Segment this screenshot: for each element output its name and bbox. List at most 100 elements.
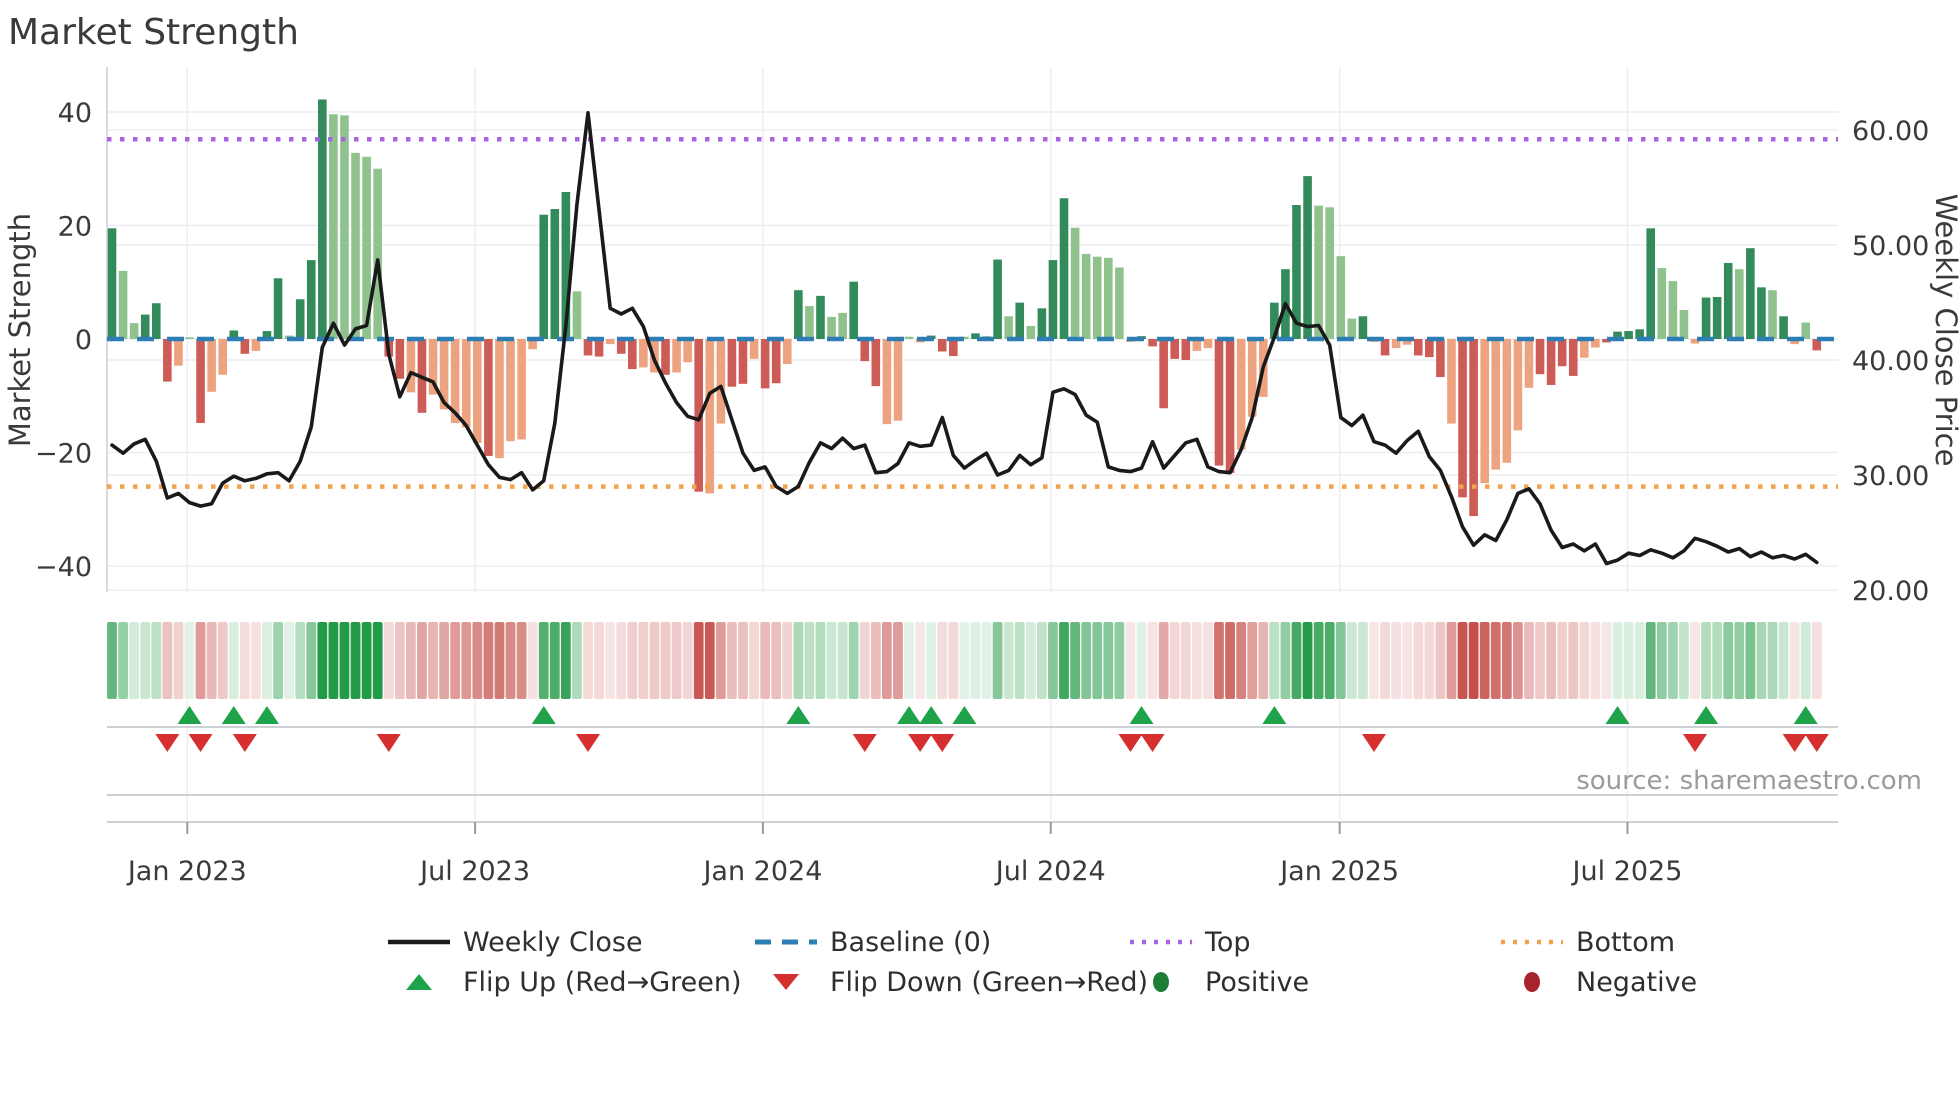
heatmap-cell [1734, 622, 1745, 699]
strength-bar [993, 259, 1002, 339]
strength-bar [273, 278, 283, 339]
heatmap-cell [107, 622, 117, 699]
heatmap-cell [1568, 622, 1579, 699]
strength-bar [1203, 339, 1213, 349]
strength-bar [1380, 339, 1390, 356]
heatmap-cell [1435, 622, 1446, 699]
heatmap-cell [1446, 622, 1457, 699]
heatmap-cell [1280, 622, 1291, 699]
strength-bar [616, 339, 626, 354]
strength-bar [1347, 318, 1357, 339]
heatmap-cell [1468, 622, 1479, 699]
heatmap-cell [1346, 622, 1357, 699]
strength-bar [1557, 339, 1567, 367]
heatmap-cell [1634, 622, 1645, 699]
strength-bar [140, 314, 150, 339]
strength-bar [1568, 339, 1578, 376]
strength-bar [1236, 339, 1246, 450]
heatmap-cell [826, 622, 837, 699]
right-axis-tick: 40.00 [1852, 346, 1929, 377]
strength-bar [340, 115, 349, 339]
strength-bar [1657, 268, 1667, 339]
strength-bar [1734, 269, 1744, 339]
heatmap-cell [1070, 622, 1080, 699]
heatmap-cell [1125, 622, 1136, 699]
heatmap-cell [361, 622, 372, 699]
heatmap-cell [1723, 622, 1734, 699]
heatmap-cell [339, 622, 350, 699]
strength-bar [1668, 281, 1678, 339]
flip-down-marker [576, 734, 601, 752]
strength-bar [1502, 339, 1512, 463]
strength-bar [760, 339, 770, 389]
heatmap-cell [206, 622, 217, 699]
strength-bar [1436, 339, 1445, 378]
strength-bar [1336, 256, 1346, 339]
flip-up-marker [1694, 706, 1719, 724]
strength-bar [1701, 297, 1711, 339]
heatmap-cell [350, 622, 361, 699]
flip-up-marker [177, 706, 202, 724]
x-axis-tick: Jul 2024 [994, 856, 1106, 887]
heatmap-cell [450, 622, 461, 699]
heatmap-cell [527, 622, 538, 699]
strength-bar [1768, 290, 1777, 339]
heatmap-cell [627, 622, 638, 699]
heatmap-cell [1811, 622, 1822, 699]
strength-bar [151, 303, 161, 339]
heatmap-cell [439, 622, 449, 699]
strength-bar [771, 339, 781, 384]
heatmap-cell [472, 622, 483, 699]
left-axis-tick: 20 [58, 211, 92, 242]
heatmap-cell [538, 622, 549, 699]
heatmap-cell [1092, 622, 1103, 699]
heatmap-cell [1247, 622, 1258, 699]
strength-bar [1059, 198, 1069, 339]
heatmap-cell [483, 622, 494, 699]
strength-bar [517, 339, 526, 440]
strength-bar [351, 152, 360, 339]
flip-down-marker [1683, 734, 1708, 752]
strength-bar [1159, 339, 1168, 409]
x-axis-tick: Jul 2025 [1571, 856, 1683, 887]
heatmap-cell [284, 622, 295, 699]
heatmap-cell [1291, 622, 1302, 699]
heatmap-cell [118, 622, 128, 699]
flip-down-marker [852, 734, 877, 752]
heatmap-cell [1147, 622, 1158, 699]
heatmap-cell [1369, 622, 1379, 699]
heatmap-cell [1302, 622, 1313, 699]
flip-down-marker [155, 734, 180, 752]
right-axis-tick: 60.00 [1852, 116, 1929, 147]
strength-bar [1170, 339, 1180, 359]
heatmap-cell [1169, 622, 1180, 699]
heatmap-cell [1402, 622, 1413, 699]
heatmap-cell [1269, 622, 1280, 699]
strength-bar [816, 295, 825, 339]
heatmap-cell [1590, 622, 1601, 699]
heatmap-cell [992, 622, 1003, 699]
heatmap-cell [1380, 622, 1390, 699]
strength-bar [705, 339, 715, 494]
strength-bar [949, 339, 958, 357]
heatmap-cell [1036, 622, 1047, 699]
heatmap-cell [1191, 622, 1202, 699]
strength-bar [827, 316, 836, 339]
strength-bar [1004, 316, 1013, 339]
heatmap-cell [1103, 622, 1114, 699]
heatmap-cell [394, 622, 405, 699]
heatmap-cell [251, 622, 261, 699]
threshold-lines [107, 136, 1838, 489]
strength-bar [605, 339, 615, 345]
strength-bar [218, 339, 227, 375]
strength-bar [1801, 322, 1811, 339]
strength-bar [1613, 331, 1622, 339]
strength-bar [1635, 329, 1644, 339]
strength-bar [1723, 262, 1733, 339]
strength-bar [1757, 287, 1766, 339]
strength-bar [849, 281, 858, 339]
strength-bar [240, 339, 250, 354]
flip-down-marker [1140, 734, 1165, 752]
heatmap-cell [594, 622, 604, 699]
heatmap-cell [173, 622, 184, 699]
